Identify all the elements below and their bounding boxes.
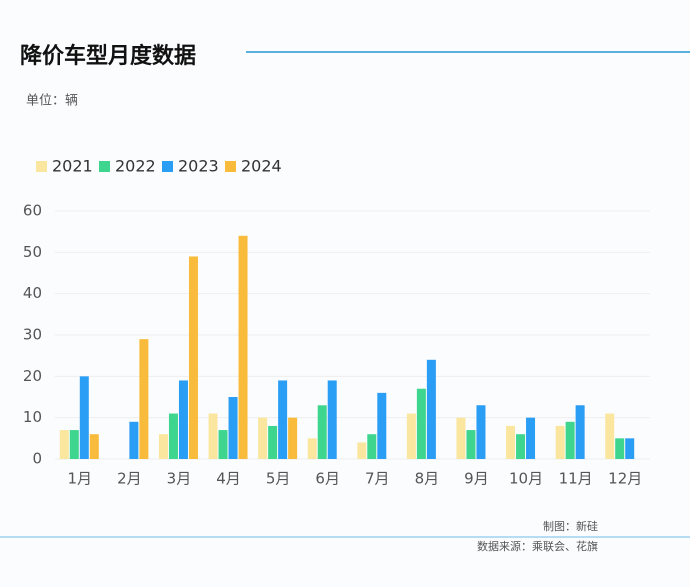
bar — [466, 430, 476, 459]
bar — [406, 413, 416, 459]
x-tick-label: 10月 — [509, 470, 543, 488]
bar — [158, 434, 168, 459]
bar — [268, 425, 278, 459]
bar — [188, 256, 198, 459]
x-tick-label: 11月 — [559, 470, 593, 488]
x-tick-label: 8月 — [415, 470, 440, 488]
source: 数据来源：乘联会、花旗 — [477, 539, 598, 553]
bar — [258, 417, 268, 459]
bar — [476, 405, 486, 459]
bar — [377, 392, 387, 459]
y-tick-label: 40 — [23, 284, 42, 302]
legend-label: 2024 — [241, 157, 282, 176]
y-tick-label: 50 — [23, 243, 42, 261]
bar — [139, 339, 149, 459]
x-tick-label: 2月 — [117, 470, 142, 488]
legend-label: 2022 — [115, 157, 156, 176]
bar — [89, 434, 99, 459]
x-tick-label: 6月 — [315, 470, 340, 488]
bar — [178, 380, 188, 459]
bar — [208, 413, 218, 459]
bar — [69, 430, 79, 459]
bar — [506, 425, 516, 459]
bar — [516, 434, 526, 459]
legend-swatch — [162, 161, 173, 172]
bar — [456, 417, 466, 459]
bar — [605, 413, 615, 459]
bar — [526, 417, 536, 459]
chart-title: 降价车型月度数据 — [20, 43, 196, 69]
x-tick-label: 3月 — [167, 470, 192, 488]
bar — [625, 438, 635, 459]
bar — [357, 442, 367, 459]
y-tick-label: 0 — [32, 450, 42, 468]
x-tick-label: 12月 — [608, 470, 642, 488]
bar — [367, 434, 377, 459]
x-tick-label: 4月 — [216, 470, 241, 488]
legend-label: 2021 — [52, 157, 93, 176]
bar — [218, 430, 228, 459]
legend-label: 2023 — [178, 157, 219, 176]
y-tick-label: 30 — [23, 326, 42, 344]
bar — [168, 413, 178, 459]
legend-swatch — [225, 161, 236, 172]
bar — [317, 405, 327, 459]
bar — [426, 359, 436, 459]
bar — [59, 430, 69, 459]
legend-swatch — [99, 161, 110, 172]
bar — [238, 235, 248, 459]
x-tick-label: 1月 — [68, 470, 93, 488]
y-tick-label: 60 — [23, 202, 42, 220]
bar — [278, 380, 288, 459]
bar — [565, 421, 575, 459]
x-tick-label: 9月 — [464, 470, 489, 488]
bar — [327, 380, 337, 459]
x-tick-label: 7月 — [365, 470, 390, 488]
legend-swatch — [36, 161, 47, 172]
y-tick-label: 20 — [23, 367, 42, 385]
bar — [416, 388, 426, 459]
bar — [575, 405, 585, 459]
bar — [615, 438, 625, 459]
bar — [555, 425, 565, 459]
bar — [129, 421, 139, 459]
y-tick-label: 10 — [23, 408, 42, 426]
bar — [307, 438, 317, 459]
x-tick-label: 5月 — [266, 470, 291, 488]
bar — [228, 397, 238, 459]
credit: 制图：新硅 — [543, 519, 598, 533]
bar — [79, 376, 89, 459]
chart-subtitle: 单位：辆 — [26, 94, 78, 109]
bar — [288, 417, 298, 459]
